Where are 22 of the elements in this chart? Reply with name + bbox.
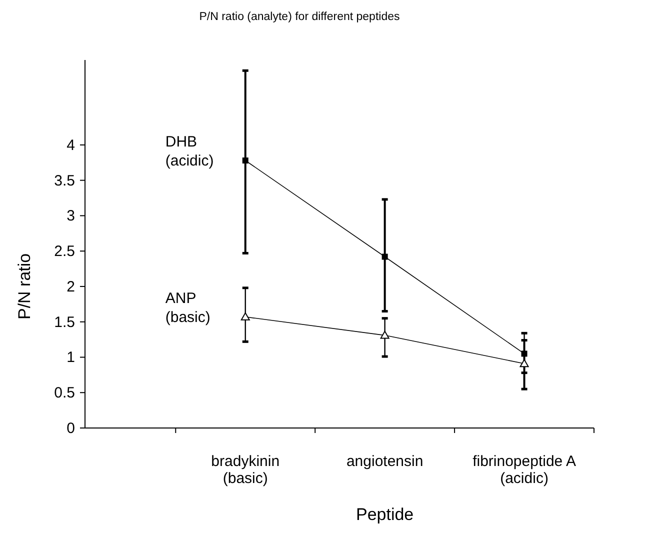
- y-tick-label: 2: [66, 278, 75, 296]
- y-tick-label: 2.5: [54, 243, 75, 260]
- y-axis-title: P/N ratio: [15, 253, 34, 320]
- y-tick-label: 1: [66, 349, 75, 366]
- point: [380, 330, 390, 339]
- point: [242, 157, 248, 164]
- chart-title: P/N ratio (analyte) for different peptides: [199, 11, 400, 23]
- point: [520, 359, 529, 368]
- x-axis-title: Peptide: [356, 505, 414, 524]
- y-tick-label: 4: [66, 136, 75, 154]
- y-tick-label: 3: [66, 208, 75, 225]
- y-tick-label: 1.5: [54, 314, 75, 331]
- point: [382, 254, 388, 260]
- y-tick-label: 0: [66, 420, 75, 437]
- x-tick-label: bradykinin (basic): [211, 453, 280, 487]
- y-tick-label: 3.5: [54, 172, 75, 190]
- series-label: DHB (acidic): [165, 133, 214, 170]
- y-tick-label: 0.5: [54, 384, 75, 402]
- text: ANP (basic): [165, 290, 210, 326]
- x-tick-label: fibrinopeptide A (acidic): [472, 453, 576, 487]
- x-tick-label: angiotensin: [346, 453, 424, 470]
- point: [240, 312, 250, 320]
